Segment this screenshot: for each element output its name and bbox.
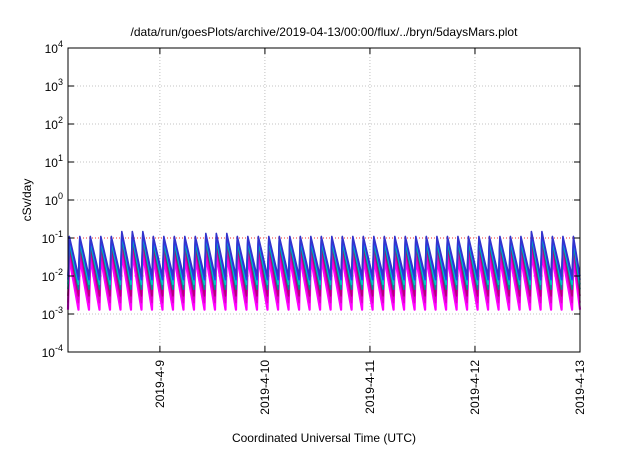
chart-title: /data/run/goesPlots/archive/2019-04-13/0… (131, 25, 519, 39)
y-tick-label: 104 (45, 39, 63, 56)
y-tick-label: 10-2 (42, 267, 63, 284)
y-tick-label: 101 (45, 153, 63, 170)
y-tick-label: 102 (45, 115, 63, 132)
x-tick-label: 2019-4-13 (573, 360, 587, 415)
series-line (67, 230, 581, 277)
x-tick-label: 2019-4-9 (153, 360, 167, 408)
x-axis-label: Coordinated Universal Time (UTC) (232, 431, 416, 445)
x-tick-label: 2019-4-11 (363, 360, 377, 414)
x-tick-label: 2019-4-12 (468, 360, 482, 415)
grid (68, 48, 580, 352)
y-tick-label: 100 (45, 191, 63, 208)
y-tick-label: 10-3 (42, 305, 63, 322)
x-axis: 2019-4-9 2019-4-10 2019-4-11 2019-4-12 2019-… (153, 48, 587, 415)
y-tick-label: 10-4 (42, 343, 63, 360)
x-tick-label: 2019-4-10 (258, 360, 272, 415)
y-axis-label: cSv/day (20, 179, 34, 222)
y-tick-label: 10-1 (42, 229, 63, 246)
series-group (66, 230, 582, 311)
y-tick-label: 103 (45, 77, 63, 94)
y-axis: 10-4 10-3 10-2 10-1 100 101 102 103 104 (42, 39, 580, 360)
